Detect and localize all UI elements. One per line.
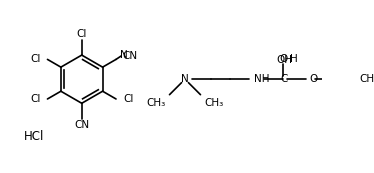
Text: N: N [181,74,189,84]
Text: Cl: Cl [30,94,41,104]
Text: Cl: Cl [77,29,87,39]
Text: CH₃: CH₃ [204,98,223,108]
Text: OH: OH [276,55,292,65]
Text: CN: CN [122,51,137,61]
Text: Cl: Cl [30,54,41,64]
Text: CN: CN [74,120,89,130]
Text: N: N [120,50,128,60]
Text: HCl: HCl [24,130,45,143]
Text: CH₃: CH₃ [147,98,166,108]
Text: CH₃: CH₃ [360,74,374,84]
Text: NH: NH [254,74,269,84]
Text: O: O [279,53,287,63]
Text: C: C [280,74,288,84]
Text: O: O [309,74,317,84]
Text: Cl: Cl [123,94,133,104]
Text: H: H [290,53,298,63]
